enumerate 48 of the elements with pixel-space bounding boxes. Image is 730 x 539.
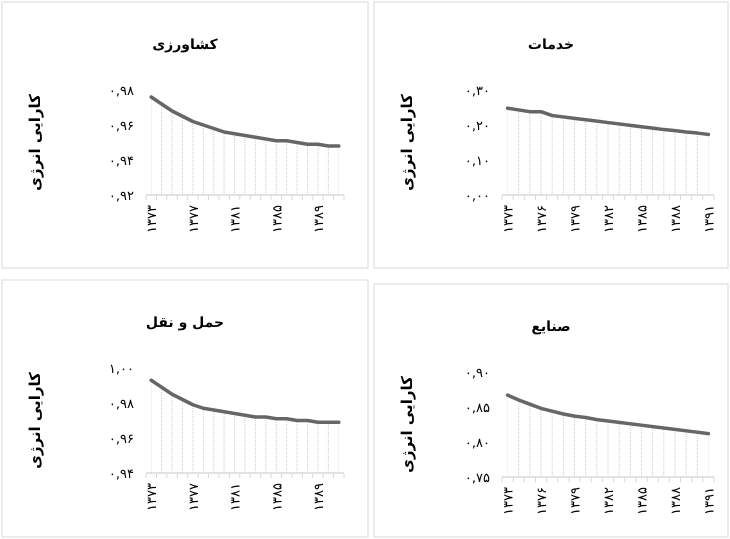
y-tick-label: ۰,۹۸ xyxy=(108,84,134,99)
x-tick-label: ۱۳۸۲ xyxy=(602,204,617,233)
chart-title: صنایع xyxy=(531,319,571,335)
y-tick-label: ۰,۹۲ xyxy=(108,189,134,204)
x-tick-label: ۱۳۷۷ xyxy=(186,482,202,511)
x-tick-label: ۱۳۸۵ xyxy=(270,482,286,511)
x-tick-label: ۱۳۸۸ xyxy=(668,204,684,233)
x-tick-label: ۱۳۸۲ xyxy=(602,486,617,515)
chart-title: کشاورزی xyxy=(152,37,219,53)
x-tick-label: ۱۳۹۱ xyxy=(702,205,718,233)
y-tick-label: ۰,۰۰ xyxy=(464,189,490,204)
y-tick-label: ۰,۲۰ xyxy=(464,119,490,134)
y-tick-label: ۰,۸۵ xyxy=(464,401,490,416)
x-tick-label: ۱۳۸۸ xyxy=(668,486,684,515)
x-tick-label: ۱۳۸۵ xyxy=(635,486,650,515)
x-tick-label: ۱۳۷۳ xyxy=(145,204,160,233)
x-tick-label: ۱۳۷۹ xyxy=(568,204,584,233)
y-tick-label: ۰,۳۰ xyxy=(464,84,490,99)
y-axis-title: کارایی انرژی xyxy=(398,376,416,473)
x-tick-label: ۱۳۷۳ xyxy=(502,486,517,515)
x-tick-label: ۱۳۸۹ xyxy=(312,482,327,511)
y-tick-label: ۰,۹۶ xyxy=(108,119,134,134)
y-axis-title: کارایی انرژی xyxy=(26,94,44,191)
y-tick-label: ۰,۹۰ xyxy=(464,366,490,381)
x-tick-label: ۱۳۷۷ xyxy=(186,204,202,233)
y-axis-title: کارایی انرژی xyxy=(26,372,44,469)
y-tick-label: ۰,۹۸ xyxy=(108,397,134,412)
x-tick-label: ۱۳۷۳ xyxy=(502,204,517,233)
x-tick-label: ۱۳۸۵ xyxy=(270,204,286,233)
y-tick-label: ۰,۹۶ xyxy=(108,432,134,447)
y-axis-title: کارایی انرژی xyxy=(398,94,416,191)
x-tick-label: ۱۳۷۹ xyxy=(568,486,584,515)
x-tick-label: ۱۳۷۳ xyxy=(145,482,160,511)
x-tick-label: ۱۳۸۹ xyxy=(312,204,327,233)
y-tick-label: ۰,۸۰ xyxy=(464,436,490,451)
x-tick-label: ۱۳۸۱ xyxy=(228,205,244,233)
x-tick-label: ۱۳۷۶ xyxy=(535,487,550,515)
y-tick-label: ۰,۹۴ xyxy=(108,154,134,169)
x-tick-label: ۱۳۸۵ xyxy=(635,204,650,233)
chart-title: خدمات xyxy=(528,37,574,53)
x-tick-label: ۱۳۷۶ xyxy=(535,205,550,233)
y-tick-label: ۰,۹۴ xyxy=(108,467,134,482)
y-tick-label: ۰,۱۰ xyxy=(464,154,490,169)
y-tick-label: ۰,۷۵ xyxy=(464,471,490,486)
x-tick-label: ۱۳۸۱ xyxy=(228,483,244,511)
y-tick-label: ۱,۰۰ xyxy=(108,362,134,377)
chart-title: حمل و نقل xyxy=(146,315,224,331)
x-tick-label: ۱۳۹۱ xyxy=(702,487,718,515)
